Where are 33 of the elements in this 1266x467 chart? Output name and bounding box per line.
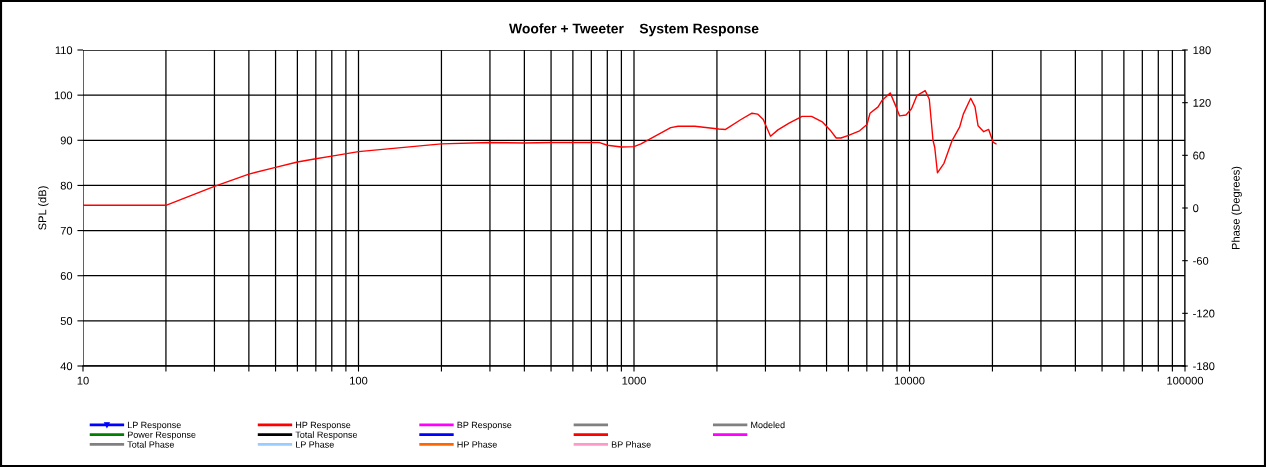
y-tick-label: 90 [60,136,73,145]
y2-tick-label: 0 [1193,204,1199,213]
x-tick-label: 100 [350,376,368,385]
y2-tick-label: 180 [1193,46,1211,55]
legend-label: Total Phase [127,441,175,448]
y2-axis-title: Phase (Degrees) [1231,166,1242,250]
y-tick-label: 60 [60,271,73,280]
legend-label: HP Phase [457,441,497,448]
legend-label: HP Response [296,421,351,430]
y-tick-label: 50 [60,317,73,325]
legend-label: Power Response [127,431,196,440]
x-tick-label: 100000 [1167,376,1204,385]
y-tick-label: 40 [60,362,73,371]
y2-tick-label: 120 [1193,98,1211,107]
y2-tick-label: -60 [1193,256,1209,265]
legend-label: LP Response [127,421,181,430]
y2-tick-label: 60 [1193,151,1205,160]
legend-label: BP Response [457,421,512,430]
x-tick-label: 10000 [894,376,925,385]
legend-label: LP Phase [296,441,334,448]
y-axis-title: SPL (dB) [38,186,49,230]
y-tick-label: 100 [54,91,73,100]
y2-tick-label: -120 [1193,309,1215,318]
y-tick-label: 80 [60,181,73,190]
legend-label: BP Phase [611,441,651,448]
y-tick-label: 70 [60,226,73,235]
y2-tick-label: -180 [1193,362,1215,371]
chart-title: Woofer + Tweeter System Response [509,23,759,37]
y-tick-label: 110 [55,46,73,55]
legend-label: Total Response [295,431,358,440]
x-tick-label: 1000 [622,376,646,385]
legend-label: Modeled [751,421,785,429]
x-tick-label: 10 [77,376,89,385]
